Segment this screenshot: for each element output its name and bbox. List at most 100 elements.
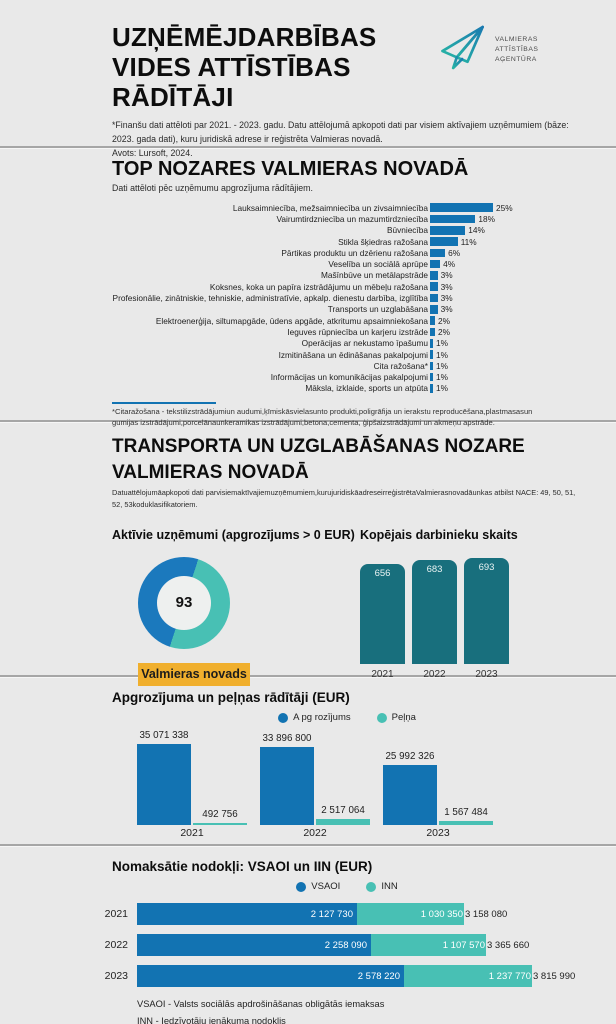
tax-total-value: 3 365 660 xyxy=(487,939,530,951)
year-label: 2023 xyxy=(104,970,128,982)
header-note: *Finanšu dati attēloti par 2021. - 2023.… xyxy=(112,120,569,145)
legend-item-turnover: A pg rozījums xyxy=(278,712,351,723)
year-label: 2021 xyxy=(371,668,394,680)
tax-total-value: 3 815 990 xyxy=(533,970,576,982)
sector-bar xyxy=(430,384,433,393)
sector-row: Būvniecība 14% xyxy=(112,225,616,236)
inn-footnote: INN - Iedzīvotāju ienākuma nodoklis xyxy=(137,1016,286,1024)
paper-plane-icon xyxy=(438,24,488,76)
inn-segment: 1 237 770 xyxy=(404,965,532,987)
employees-block: Kopējais darbinieku skaits 656 683 693 202… xyxy=(360,528,580,686)
sector-row: Transports un uzglabāšana 3% xyxy=(112,304,616,315)
sector-bar xyxy=(430,214,476,224)
year-label: 2021 xyxy=(180,827,204,839)
sector-row: Cita ražošana* 1% xyxy=(112,360,616,371)
page-title-line-1: UZŅĒMĒJDARBĪBAS xyxy=(112,22,377,52)
sector-value: 11% xyxy=(460,236,477,247)
sector-row: Koksnes, koka un papīra izstrādājumu un … xyxy=(112,281,616,292)
sector-bar xyxy=(430,361,433,371)
turnover-profit-chart: 35 071 338 492 756 2021 33 896 800 2 517 064… xyxy=(137,729,616,839)
sector-label: Lauksaimniecība, mežsaimniecība un zivsa… xyxy=(232,202,428,213)
sector-bar xyxy=(430,282,438,292)
sector-label: Stikla šķiedras ražošana xyxy=(338,236,428,247)
sector-label: Ieguves rūpniecība un karjeru izstrāde xyxy=(287,326,428,337)
turnover-bar xyxy=(260,747,314,825)
taxes-bar-chart: 2021 2 127 730 1 030 350 3 158 080 2022 2 258… xyxy=(0,903,616,987)
header: UZŅĒMĒJDARBĪBAS VIDES ATTĪSTĪBAS RĀDĪTĀJ… xyxy=(0,0,616,158)
tax-row: 2021 2 127 730 1 030 350 3 158 080 xyxy=(90,903,616,925)
sector-value: 1% xyxy=(436,360,448,371)
sector-label: Mašīnbūve un metālapstrāde xyxy=(320,270,428,281)
year-label: 2022 xyxy=(423,668,446,680)
year-label: 2023 xyxy=(426,827,450,839)
sector-bar xyxy=(430,372,433,382)
section-divider xyxy=(0,420,616,423)
turnover-value: 25 992 326 xyxy=(385,751,435,762)
active-companies-block: Aktīvie uzņēmumi (apgrozījums > 0 EUR) 9… xyxy=(112,528,360,686)
agency-logo-text: VALMIERAS ATTĪSTĪBAS AĢENTŪRA xyxy=(495,35,539,64)
sector-row: Profesionālie, zinātniskie, tehniskie, a… xyxy=(112,292,616,303)
transport-title: TRANSPORTA UN UZGLABĀŠANAS NOZARE VALMIE… xyxy=(112,436,525,484)
profit-bar xyxy=(439,821,493,825)
sector-value: 3% xyxy=(440,293,453,304)
employees-bar: 683 xyxy=(412,559,457,664)
sector-label: Māksla, izklaide, sports un atpūta xyxy=(305,383,428,394)
sector-row: Operācijas ar nekustamo īpašumu 1% xyxy=(112,338,616,349)
sector-value: 2% xyxy=(438,315,450,326)
sector-bar xyxy=(430,225,466,235)
sector-bar xyxy=(430,203,493,212)
profit-value: 2 517 064 xyxy=(321,805,365,816)
transport-subtitle: Datuattēlojumāapkopoti dati parvisiemakt… xyxy=(112,488,576,509)
sector-row: Stikla šķiedras ražošana 11% xyxy=(112,236,616,247)
turnover-profit-group: 33 896 800 2 517 064 2022 xyxy=(260,729,370,839)
turnover-value: 35 071 338 xyxy=(139,730,189,741)
sector-label: Pārtikas produktu un dzērienu ražošana xyxy=(281,247,428,258)
sector-value: 1% xyxy=(436,383,448,394)
turnover-profit-section: Apgrozījuma un peļņas rādītāji (EUR) A p… xyxy=(0,678,616,844)
sector-bar xyxy=(430,327,435,337)
sector-row: Informācijas un komunikācijas pakalpojum… xyxy=(112,371,616,382)
tax-total-value: 3 158 080 xyxy=(465,908,508,920)
active-companies-title: Aktīvie uzņēmumi (apgrozījums > 0 EUR) xyxy=(112,527,355,542)
sector-label: Profesionālie, zinātniskie, tehniskie, a… xyxy=(112,293,428,304)
sector-row: Pārtikas produktu un dzērienu ražošana 6% xyxy=(112,247,616,258)
top-sectors-title: TOP NOZARES VALMIERAS NOVADĀ xyxy=(112,158,469,180)
turnover-bar xyxy=(383,765,437,825)
tax-row: 2022 2 258 090 1 107 570 3 365 660 xyxy=(90,934,616,956)
sector-label: Izmitināšana un ēdināšanas pakalpojumi xyxy=(278,349,428,360)
transport-columns: Aktīvie uzņēmumi (apgrozījums > 0 EUR) 9… xyxy=(112,528,616,686)
sector-row: Veselība un sociālā aprūpe 4% xyxy=(112,258,616,269)
legend-dot-teal xyxy=(366,881,377,892)
turnover-profit-legend: A pg rozījums Peļņa xyxy=(112,712,582,723)
transport-section: TRANSPORTA UN UZGLABĀŠANAS NOZARE VALMIE… xyxy=(0,423,616,686)
tax-bar: 2 578 220 1 237 770 3 815 990 xyxy=(137,965,575,987)
sector-bar xyxy=(430,271,438,280)
sector-bar xyxy=(430,259,441,269)
legend-item-profit: Peļņa xyxy=(376,712,416,723)
region-badge: Valmieras novads xyxy=(138,662,250,686)
sector-value: 14% xyxy=(468,225,485,236)
profit-value: 492 756 xyxy=(202,809,238,820)
footnote-rule xyxy=(112,402,216,405)
inn-segment: 1 030 350 xyxy=(357,903,464,925)
sector-row: Māksla, izklaide, sports un atpūta 1% xyxy=(112,383,616,394)
page-title-line-3: RĀDĪTĀJI xyxy=(112,82,234,113)
taxes-section: Nomaksātie nodokļi: VSAOI un IIN (EUR) V… xyxy=(0,847,616,1024)
page-title-line-2: VIDES ATTĪSTĪBAS xyxy=(112,52,351,83)
section-divider xyxy=(0,146,616,149)
sector-bar xyxy=(430,350,433,359)
top-sectors-section: TOP NOZARES VALMIERAS NOVADĀ Dati attēlo… xyxy=(0,149,616,427)
sector-bar xyxy=(430,293,438,303)
legend-dot-teal xyxy=(376,712,387,723)
sector-value: 3% xyxy=(440,304,453,315)
legend-dot-blue xyxy=(296,881,307,892)
taxes-footnotes: VSAOI - Valsts sociālās apdrošināšanas o… xyxy=(137,996,616,1024)
sector-value: 6% xyxy=(448,247,461,258)
employees-bar-chart: 656 683 693 xyxy=(360,556,580,664)
turnover-profit-group: 35 071 338 492 756 2021 xyxy=(137,729,247,839)
year-label: 2022 xyxy=(303,827,327,839)
turnover-bar xyxy=(137,744,191,825)
turnover-profit-title: Apgrozījuma un peļņas rādītāji (EUR) xyxy=(112,690,350,705)
sector-value: 4% xyxy=(443,259,456,270)
